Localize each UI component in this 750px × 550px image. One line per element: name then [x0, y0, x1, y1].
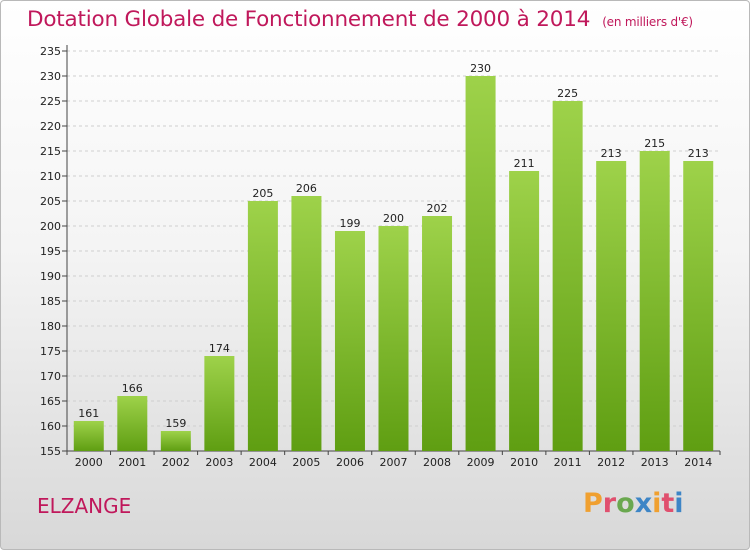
- y-tick-label: 200: [40, 220, 61, 233]
- x-tick-label: 2007: [380, 456, 408, 469]
- data-label: 213: [601, 147, 622, 160]
- x-tick-label: 2006: [336, 456, 364, 469]
- data-label: 159: [165, 417, 186, 430]
- y-tick-label: 165: [40, 395, 61, 408]
- y-tick-label: 235: [40, 45, 61, 58]
- data-label: 161: [78, 407, 99, 420]
- x-tick-label: 2012: [597, 456, 625, 469]
- brand-letter: t: [661, 488, 675, 519]
- bar-2005: [291, 196, 322, 451]
- y-tick-label: 190: [40, 270, 61, 283]
- y-tick-label: 210: [40, 170, 61, 183]
- data-label: 205: [252, 187, 273, 200]
- y-tick-label: 180: [40, 320, 61, 333]
- data-label: 230: [470, 62, 491, 75]
- bar-2010: [509, 171, 540, 451]
- data-label: 202: [427, 202, 448, 215]
- town-name: ELZANGE: [37, 494, 132, 518]
- y-tick-label: 220: [40, 120, 61, 133]
- x-tick-label: 2001: [118, 456, 146, 469]
- data-label: 200: [383, 212, 404, 225]
- chart-title: Dotation Globale de Fonctionnement de 20…: [27, 7, 693, 32]
- y-tick-label: 185: [40, 295, 61, 308]
- data-label: 174: [209, 342, 230, 355]
- x-tick-label: 2000: [75, 456, 103, 469]
- bar-2009: [465, 76, 496, 451]
- brand-letter: x: [634, 488, 653, 519]
- y-tick-label: 170: [40, 370, 61, 383]
- data-label: 199: [339, 217, 360, 230]
- y-tick-label: 205: [40, 195, 61, 208]
- x-tick-label: 2010: [510, 456, 538, 469]
- x-axis-ticks: 2000 2001 2002 2003 2004 2005 2006 2007 2008 2009…: [66, 451, 721, 469]
- data-label: 213: [688, 147, 709, 160]
- brand-letter: i: [674, 488, 684, 519]
- bar-2002: [160, 431, 191, 451]
- y-tick-label: 230: [40, 70, 61, 83]
- y-tick-label: 215: [40, 145, 61, 158]
- y-tick-label: 195: [40, 245, 61, 258]
- brand-letter: o: [616, 488, 635, 519]
- bar-2006: [334, 231, 365, 451]
- data-label: 215: [644, 137, 665, 150]
- bar-2012: [596, 161, 627, 451]
- brand-letter: i: [652, 488, 662, 519]
- title-text: Dotation Globale de Fonctionnement de 20…: [27, 7, 591, 32]
- data-label: 211: [514, 157, 535, 170]
- bar-2000: [73, 421, 104, 451]
- bar-2011: [552, 101, 583, 451]
- y-axis-ticks: 155 160 165 170 175 180 185 190 195 200 205 210 215 2…: [40, 45, 67, 458]
- bar-2008: [422, 216, 453, 451]
- y-tick-label: 155: [40, 445, 61, 458]
- x-tick-label: 2014: [684, 456, 712, 469]
- data-label: 206: [296, 182, 317, 195]
- data-label: 225: [557, 87, 578, 100]
- bar-2003: [204, 356, 235, 451]
- x-tick-label: 2011: [554, 456, 582, 469]
- x-tick-label: 2004: [249, 456, 277, 469]
- bar-2004: [247, 201, 278, 451]
- x-tick-label: 2003: [205, 456, 233, 469]
- x-tick-label: 2008: [423, 456, 451, 469]
- y-tick-label: 175: [40, 345, 61, 358]
- proxiti-logo[interactable]: Proxiti: [583, 488, 684, 519]
- bar-2007: [378, 226, 409, 451]
- x-tick-label: 2013: [641, 456, 669, 469]
- data-label: 166: [122, 382, 143, 395]
- y-tick-label: 225: [40, 95, 61, 108]
- x-tick-label: 2002: [162, 456, 190, 469]
- brand-letter: P: [583, 488, 603, 519]
- x-tick-label: 2005: [292, 456, 320, 469]
- x-tick-label: 2009: [467, 456, 495, 469]
- bar-2001: [117, 396, 148, 451]
- bar-2013: [639, 151, 670, 451]
- bar-2014: [683, 161, 714, 451]
- y-tick-label: 160: [40, 420, 61, 433]
- brand-letter: r: [602, 488, 617, 519]
- data-labels: 161 166 159 174 205 206 199 200 202 230 211 225 213 2…: [78, 62, 708, 430]
- bars: [73, 76, 714, 451]
- chart-subtitle: (en milliers d'€): [602, 15, 693, 29]
